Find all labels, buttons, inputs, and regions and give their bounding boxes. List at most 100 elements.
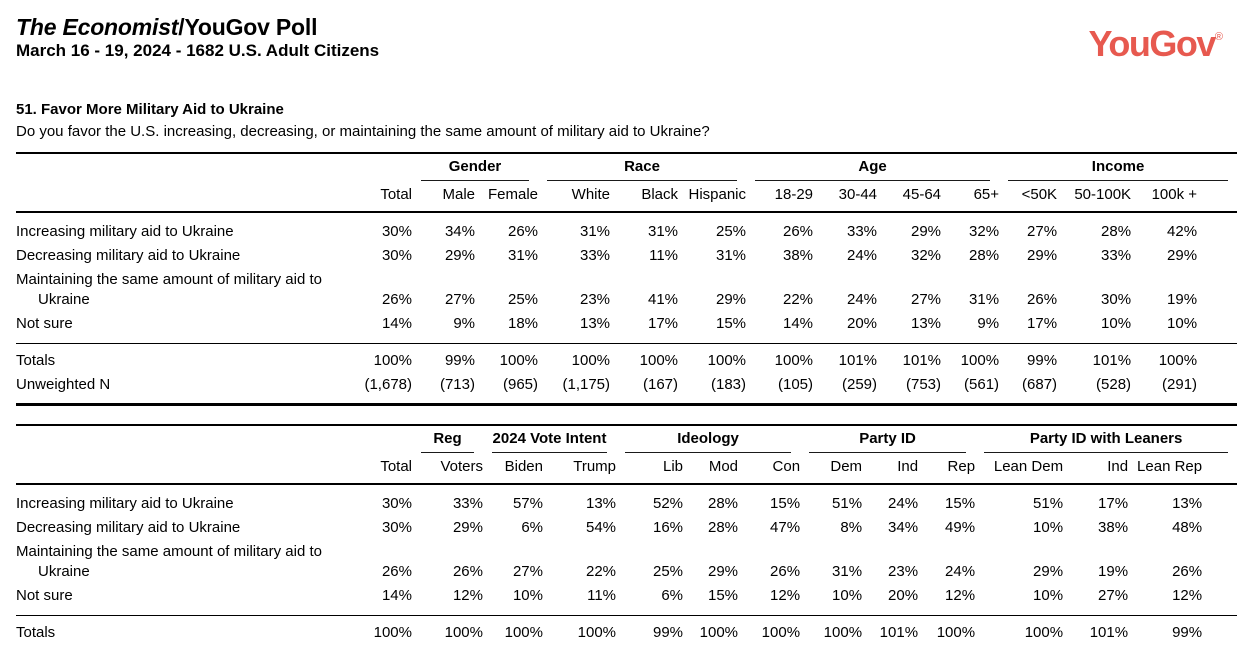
cell-value: 101%	[813, 343, 878, 373]
registered-trademark-icon: ®	[1214, 31, 1223, 43]
row-label: Not sure	[16, 587, 73, 604]
cell-value: 26%	[507, 223, 539, 240]
table-row: Maintaining the same amount of military …	[16, 540, 1237, 584]
cell-value: 100%	[941, 343, 1000, 373]
cell-value: 101%	[1063, 615, 1129, 645]
cell-value: (713)	[439, 376, 475, 393]
cell-value: 10%	[1033, 519, 1064, 536]
question-text: Do you favor the U.S. increasing, decrea…	[16, 123, 710, 140]
group-header-2024-vote-intent: 2024 Vote Intent	[483, 425, 616, 453]
cell-value: 31%	[507, 247, 539, 264]
cell-value: 34%	[444, 223, 475, 240]
group-header-spacer	[16, 153, 412, 181]
cell-value: 32%	[910, 247, 942, 264]
cell-value: 100%	[475, 343, 539, 373]
cell-value: 32%	[969, 223, 1000, 240]
cell-value: 34%	[888, 519, 919, 536]
cell-value: 30%	[381, 495, 412, 512]
column-header-ind: Ind	[1063, 453, 1129, 485]
cell-value: 12%	[945, 587, 976, 604]
cell-value: (183)	[710, 376, 747, 393]
column-header-lib: Lib	[616, 453, 684, 485]
cell-value: 101%	[877, 343, 942, 373]
row-label: Totals	[16, 343, 348, 373]
cell-value: 33%	[846, 223, 878, 240]
column-header-total: Total	[348, 453, 412, 485]
cell-value: 17%	[647, 315, 679, 332]
cell-value: 31%	[715, 247, 747, 264]
group-header-party-id: Party ID	[800, 425, 975, 453]
cell-value: 25%	[507, 291, 539, 308]
cell-value: 29%	[452, 519, 483, 536]
column-header-dem: Dem	[800, 453, 863, 485]
cell-value: 15%	[707, 587, 739, 604]
cell-value: (167)	[642, 376, 679, 393]
column-header-male: Male	[412, 181, 475, 213]
group-header-row: Gender Race Age Income	[16, 153, 1237, 181]
column-header-50-100k: 50-100K	[1057, 181, 1132, 213]
cell-value: 30%	[381, 223, 412, 240]
cell-value: 22%	[585, 563, 617, 580]
cell-value: 100%	[412, 615, 483, 645]
cell-value: 13%	[910, 315, 942, 332]
cell-value: 27%	[1098, 587, 1129, 604]
cell-value: 9%	[453, 315, 475, 332]
cell-value: (753)	[905, 376, 942, 393]
table-row: Decreasing military aid to Ukraine 30% 29%…	[16, 516, 1237, 540]
cell-value: 100%	[543, 615, 617, 645]
cell-value: 26%	[452, 563, 483, 580]
cell-value: 28%	[969, 247, 1000, 264]
column-header-ind: Ind	[862, 453, 919, 485]
table-row: Unweighted N (1,678) (713) (965) (1,175) (167…	[16, 373, 1237, 405]
row-label: Maintaining the same amount of military …	[16, 543, 322, 580]
cell-value: (291)	[1162, 376, 1198, 393]
cell-value: 10%	[512, 587, 543, 604]
cell-value: 100%	[610, 343, 679, 373]
column-header-45-64: 45-64	[877, 181, 942, 213]
column-header-total: Total	[348, 181, 412, 213]
cell-value: 30%	[381, 247, 412, 264]
cell-value: 26%	[770, 563, 801, 580]
row-label: Unweighted N	[16, 376, 111, 393]
group-header-ideology: Ideology	[616, 425, 800, 453]
cell-value: 30%	[1101, 291, 1132, 308]
cell-value: 12%	[1172, 587, 1203, 604]
masthead-text: The Economist/YouGov Poll March 16 - 19,…	[16, 14, 379, 60]
cell-value: 47%	[770, 519, 801, 536]
cell-value: 48%	[1172, 519, 1203, 536]
column-header-row: Total Voters Biden Trump Lib Mod Con Dem Ind Rep L…	[16, 453, 1238, 485]
cell-value: 28%	[707, 519, 739, 536]
cell-value: 28%	[1101, 223, 1132, 240]
cell-value: 51%	[1033, 495, 1064, 512]
report-title: The Economist/YouGov Poll	[16, 14, 379, 40]
cell-value: 13%	[1172, 495, 1203, 512]
cell-value: 38%	[782, 247, 814, 264]
cell-value: (528)	[1096, 376, 1132, 393]
cell-value: 100%	[1131, 343, 1238, 373]
cell-value: (259)	[841, 376, 878, 393]
column-header-30-44: 30-44	[813, 181, 878, 213]
column-header-mod: Mod	[683, 453, 739, 485]
cell-value: 100%	[538, 343, 611, 373]
cell-value: 100%	[738, 615, 801, 645]
cell-value: 100%	[975, 615, 1064, 645]
cell-value: 19%	[1167, 291, 1198, 308]
report-title-economist: The Economist	[16, 14, 179, 40]
yougov-logo: YouGov®	[1089, 20, 1223, 62]
cell-value: 15%	[945, 495, 976, 512]
question-block: 51. Favor More Military Aid to Ukraine D…	[16, 101, 1237, 141]
cell-value: 23%	[579, 291, 611, 308]
column-header-50k: <50K	[999, 181, 1058, 213]
cell-value: 28%	[707, 495, 739, 512]
cell-value: 11%	[649, 247, 679, 264]
cell-value: 38%	[1098, 519, 1129, 536]
column-header-row: Total Male Female White Black Hispanic 18-29 30…	[16, 181, 1238, 213]
row-label: Decreasing military aid to Ukraine	[16, 519, 241, 536]
cell-value: 41%	[647, 291, 679, 308]
table-row: Increasing military aid to Ukraine 30% 34%…	[16, 212, 1237, 244]
cell-value: 33%	[579, 247, 611, 264]
cell-value: 26%	[381, 563, 412, 580]
cell-value: 24%	[888, 495, 919, 512]
cell-value: 24%	[945, 563, 976, 580]
